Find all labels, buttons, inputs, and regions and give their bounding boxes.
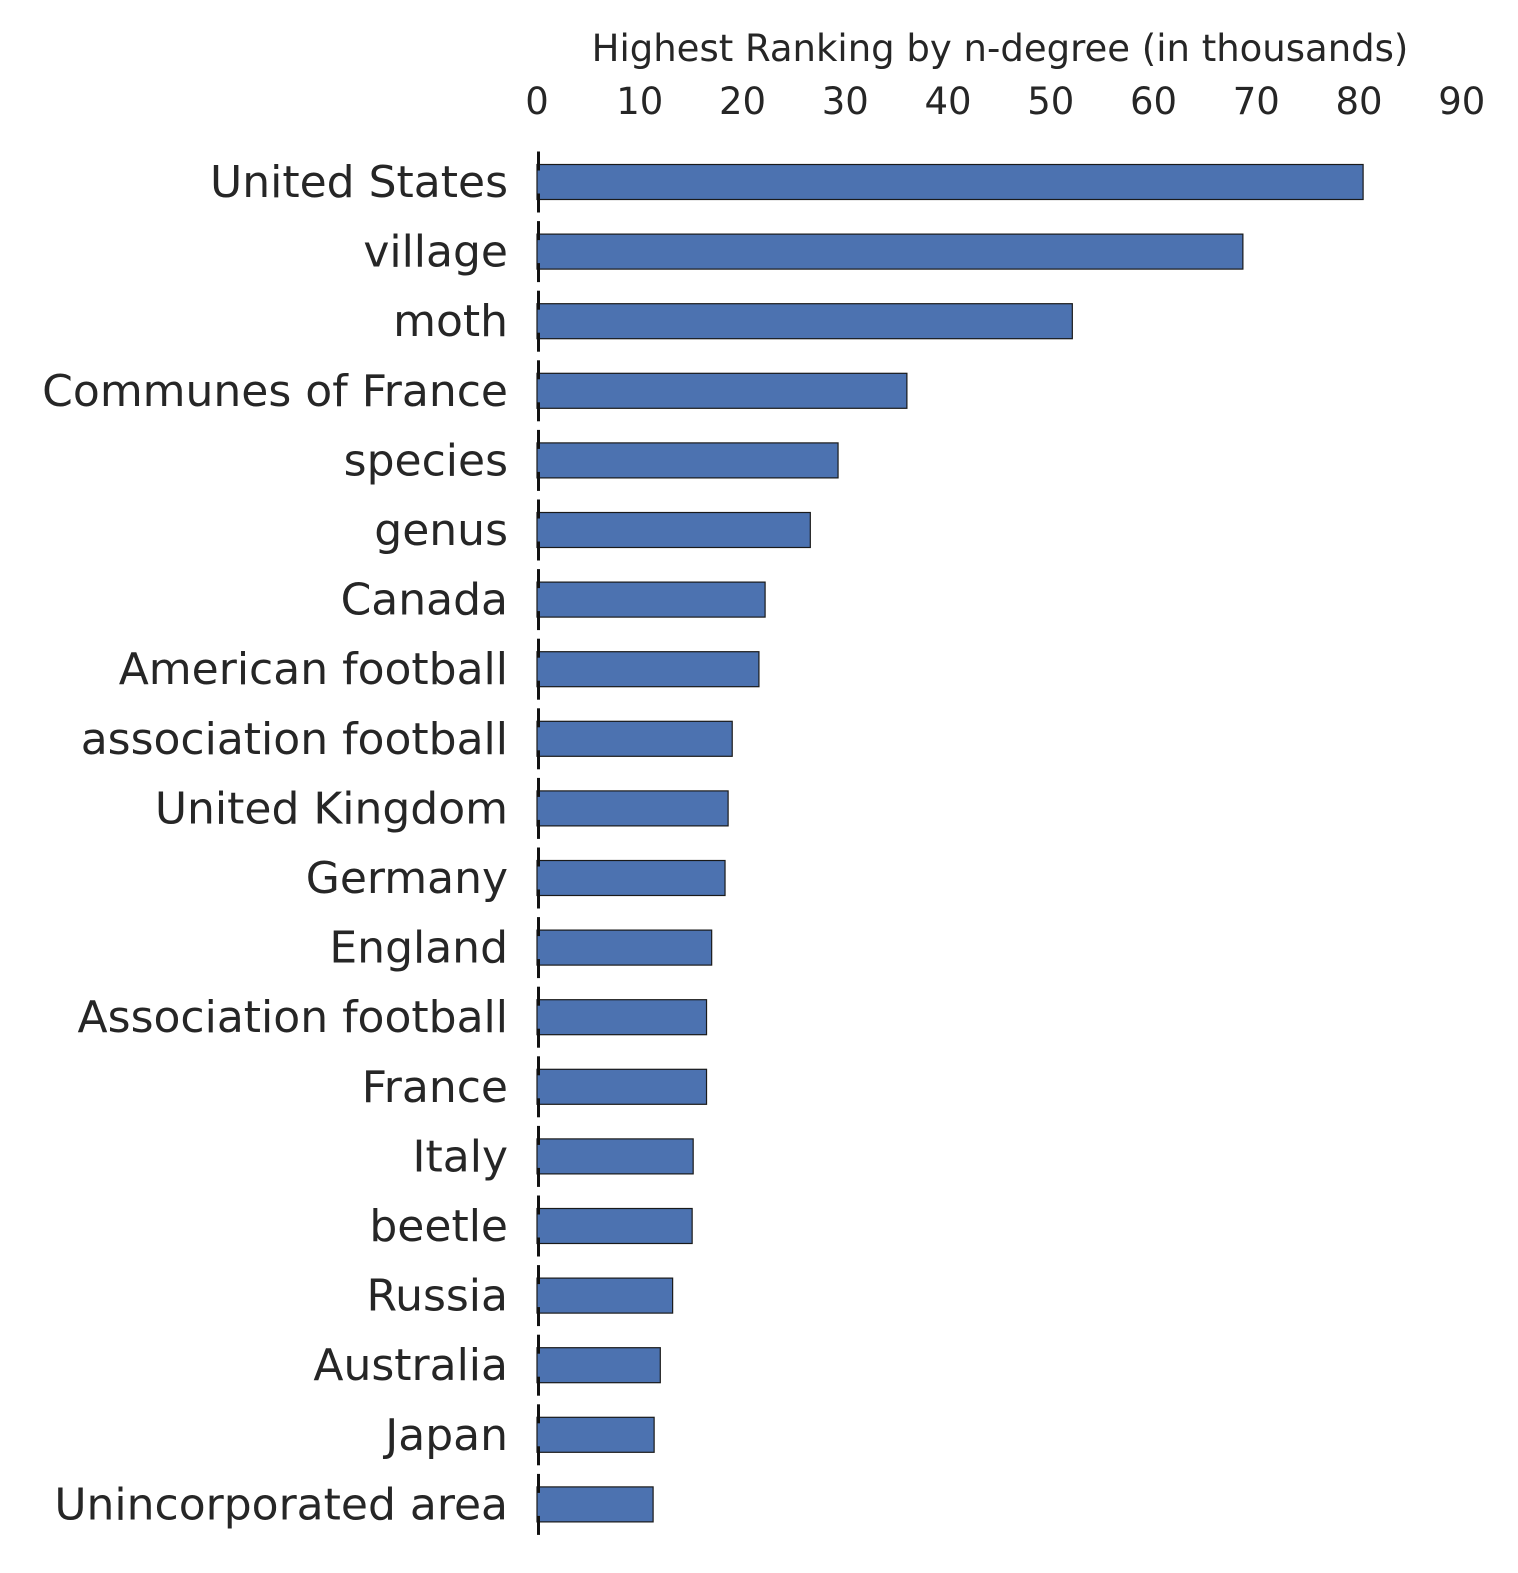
- category-label: Germany: [306, 853, 508, 904]
- bar: [536, 859, 726, 897]
- category-label: village: [363, 227, 508, 278]
- bar: [536, 581, 766, 618]
- category-label: France: [362, 1062, 508, 1113]
- x-tick-label: 50: [1027, 80, 1074, 123]
- x-tick-label: 30: [822, 80, 869, 123]
- category-label: Japan: [382, 1410, 508, 1461]
- bar: [536, 1138, 694, 1175]
- category-label: England: [329, 923, 508, 974]
- category-label: United Kingdom: [155, 783, 508, 834]
- x-tick-label: 0: [525, 80, 549, 123]
- category-labels: United States village moth Communes of Fran…: [42, 157, 508, 1530]
- bar: [536, 442, 839, 479]
- bar: [536, 1347, 661, 1384]
- bar: [536, 1416, 655, 1453]
- bar: [536, 999, 708, 1036]
- category-label: Association football: [78, 992, 508, 1043]
- category-label: genus: [374, 505, 508, 556]
- category-label: American football: [119, 644, 508, 695]
- category-label: association football: [81, 714, 508, 765]
- bar: [536, 1277, 674, 1314]
- bar: [536, 1207, 693, 1245]
- bar: [536, 303, 1073, 340]
- bars: [536, 151, 1364, 1535]
- category-label: Italy: [413, 1131, 508, 1182]
- category-label: Canada: [341, 575, 508, 626]
- x-axis-title: Highest Ranking by n-degree (in thousand…: [592, 27, 1409, 70]
- x-tick-label: 10: [616, 80, 663, 123]
- category-label: Unincorporated area: [54, 1479, 508, 1530]
- bar: [536, 511, 811, 549]
- bar: [536, 790, 729, 827]
- x-tick-label: 20: [719, 80, 766, 123]
- x-tick-label: 40: [924, 80, 971, 123]
- bar: [536, 720, 733, 757]
- category-label: Communes of France: [42, 366, 508, 417]
- x-tick-label: 90: [1438, 80, 1485, 123]
- category-label: Russia: [366, 1271, 508, 1322]
- category-label: moth: [393, 296, 508, 347]
- bar: [536, 651, 760, 688]
- bar: [536, 1486, 654, 1523]
- category-label: United States: [210, 157, 508, 208]
- category-label: beetle: [369, 1201, 508, 1252]
- bar: [536, 233, 1244, 270]
- category-label: Australia: [313, 1340, 508, 1391]
- x-tick-label: 60: [1130, 80, 1177, 123]
- x-axis-ticks: 0 10 20 30 40 50 60 70 80 90: [525, 80, 1485, 123]
- bar: [536, 163, 1364, 201]
- bar: [536, 1068, 708, 1105]
- bar: [536, 372, 908, 409]
- category-label: species: [344, 435, 508, 486]
- bar: [536, 929, 713, 966]
- x-tick-label: 80: [1335, 80, 1382, 123]
- x-tick-label: 70: [1233, 80, 1280, 123]
